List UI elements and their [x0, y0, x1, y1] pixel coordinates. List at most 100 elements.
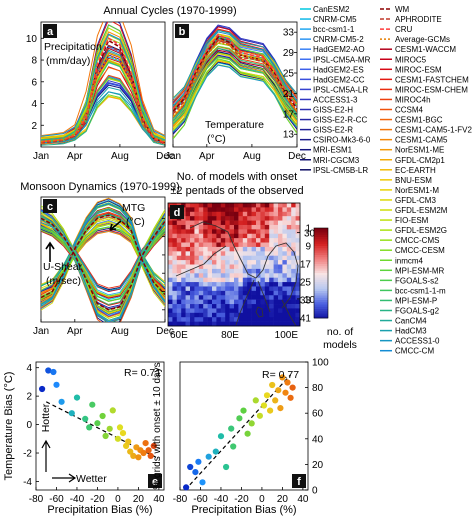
map-cell [264, 260, 270, 265]
map-cell [242, 317, 248, 322]
map-cell [225, 224, 230, 230]
map-cell [282, 282, 288, 287]
map-cell [225, 207, 230, 213]
map-cell [220, 273, 226, 278]
map-cell [168, 282, 173, 287]
map-cell [251, 286, 257, 292]
scatter-point [99, 412, 106, 420]
map-cell [225, 211, 230, 217]
map-cell [168, 304, 173, 309]
map-cell [295, 304, 301, 309]
map-cell [251, 299, 257, 305]
map-cell [242, 216, 248, 221]
map-cell [185, 260, 191, 265]
scatter-point [82, 415, 89, 422]
scatter-point [248, 420, 255, 427]
legend-entry: CESM1-CAM5 [395, 136, 448, 145]
map-cell [225, 308, 230, 314]
map-cell [234, 304, 239, 309]
map-cell [225, 260, 230, 265]
map-cell [278, 317, 283, 322]
map-cell [203, 203, 208, 208]
map-cell [242, 295, 248, 300]
map-cell [194, 211, 200, 217]
month-tick-label: Apr [67, 326, 83, 337]
map-cell [242, 203, 248, 208]
map-cell [229, 264, 235, 270]
map-cell [295, 308, 301, 314]
map-cell [190, 290, 195, 296]
legend-entry: ACCESS1-0 [395, 337, 440, 346]
map-cell [264, 224, 270, 230]
map-cell [291, 238, 296, 243]
map-cell [207, 286, 213, 292]
map-cell [234, 264, 239, 270]
map-cell [185, 229, 191, 235]
map-cell [185, 321, 191, 327]
legend-entry: FIO-ESM [395, 216, 429, 225]
map-cell [242, 308, 248, 314]
panel-f-ylabel: % grids with onset ± 10 days [152, 362, 163, 489]
legend-entry: bcc-csm1-1-m [395, 286, 446, 295]
map-cell [176, 233, 182, 239]
map-cell [185, 304, 191, 309]
map-cell [216, 286, 222, 292]
map-cell [251, 321, 257, 327]
map-cell [194, 220, 200, 226]
map-cell [247, 211, 252, 217]
legend-entry: GISS-E2-R [313, 126, 353, 135]
legend-entry: MIROC4h [395, 95, 431, 104]
map-cell [203, 317, 208, 322]
map-cell [168, 233, 173, 239]
map-cell [256, 251, 261, 257]
map-cell [234, 295, 239, 300]
map-cell [172, 229, 178, 235]
map-cell [251, 290, 257, 296]
map-cell [291, 273, 296, 278]
map-cell [176, 312, 182, 318]
scatter-point [68, 410, 75, 417]
map-cell [198, 246, 204, 252]
map-cell [176, 286, 182, 292]
map-cell [260, 229, 266, 235]
map-cell [212, 203, 217, 208]
map-cell [273, 317, 279, 322]
map-cell [278, 264, 283, 270]
map-cell [190, 317, 195, 322]
map-cell [181, 268, 186, 274]
observed-line [173, 41, 297, 117]
hotter-label: Hotter [40, 403, 52, 432]
map-cell [273, 299, 279, 305]
map-cell [194, 251, 200, 257]
scatter-point [199, 479, 206, 486]
month-tick-label: Jan [33, 151, 49, 162]
map-cell [207, 299, 213, 305]
map-cell [207, 290, 213, 296]
map-cell [269, 242, 274, 248]
map-cell [229, 211, 235, 217]
map-cell [168, 220, 173, 226]
map-cell [225, 321, 230, 327]
map-cell [234, 286, 239, 292]
map-cell [198, 286, 204, 292]
map-cell [181, 224, 186, 230]
colorbar-segment [314, 286, 328, 290]
map-cell [181, 273, 186, 278]
map-cell [247, 246, 252, 252]
map-cell [172, 321, 178, 327]
map-cell [216, 233, 222, 239]
map-cell [286, 264, 292, 270]
legend-entry: CESM1-FASTCHEM [395, 75, 469, 84]
map-cell [207, 246, 213, 252]
map-cell [176, 277, 182, 283]
model-line [173, 52, 297, 121]
legend-entry: CNRM-CM5 [313, 15, 357, 24]
map-cell [198, 312, 204, 318]
map-cell [203, 264, 208, 270]
legend-entry: CMCC-CM [395, 347, 434, 356]
colorbar-segment [314, 261, 328, 265]
map-cell [286, 203, 292, 208]
map-cell [220, 224, 226, 230]
map-cell [273, 321, 279, 327]
colorbar-segment [314, 277, 328, 281]
